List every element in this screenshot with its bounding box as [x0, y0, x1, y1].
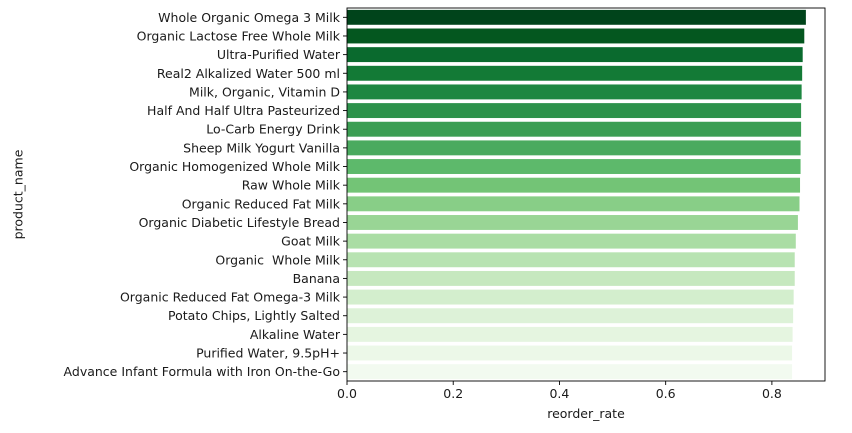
- bar: [347, 215, 798, 230]
- y-tick-label: Organic Reduced Fat Omega-3 Milk: [120, 290, 341, 305]
- bar: [347, 177, 801, 193]
- y-tick-label: Organic Lactose Free Whole Milk: [137, 28, 341, 43]
- y-tick-label: Goat Milk: [281, 234, 341, 249]
- y-tick-label: Organic Whole Milk: [215, 252, 340, 267]
- x-axis-label: reorder_rate: [547, 406, 625, 421]
- bar: [347, 159, 801, 174]
- y-tick-label: Alkaline Water: [250, 327, 341, 342]
- bar: [347, 103, 802, 119]
- y-tick-label: Organic Reduced Fat Milk: [182, 196, 341, 211]
- bar: [347, 28, 805, 44]
- x-ticks: 0.0 0.2 0.4 0.6 0.8: [337, 381, 782, 401]
- axes-frame: [346, 7, 826, 382]
- bar: [347, 196, 800, 212]
- y-tick-label: Purified Water, 9.5pH+: [196, 346, 340, 361]
- bar: [347, 47, 803, 63]
- bar: [347, 121, 802, 137]
- y-tick-label: Advance Infant Formula with Iron On-the-…: [64, 364, 340, 379]
- bar: [347, 308, 794, 324]
- y-tick-labels: Whole Organic Omega 3 Milk Organic Lactos…: [64, 10, 347, 379]
- x-tick-label: 0.6: [656, 386, 676, 401]
- bar: [347, 65, 803, 81]
- y-tick-label: Milk, Organic, Vitamin D: [189, 84, 340, 99]
- bar: [347, 326, 793, 342]
- bar: [347, 270, 795, 286]
- bar: [347, 252, 795, 268]
- x-tick-label: 0.2: [443, 386, 463, 401]
- y-tick-label: Organic Homogenized Whole Milk: [129, 159, 340, 174]
- y-tick-label: Real2 Alkalized Water 500 ml: [157, 66, 340, 81]
- y-tick-label: Potato Chips, Lightly Salted: [168, 308, 340, 323]
- bars-layer: [347, 9, 806, 380]
- y-tick-label: Half And Half Ultra Pasteurized: [147, 103, 340, 118]
- y-tick-label: Lo-Carb Energy Drink: [206, 122, 340, 137]
- bar: [347, 140, 801, 156]
- bar: [347, 233, 796, 249]
- bar: [347, 9, 806, 25]
- y-tick-label: Raw Whole Milk: [242, 178, 341, 193]
- bar: [347, 345, 793, 361]
- y-axis-label: product_name: [11, 149, 26, 239]
- y-tick-label: Ultra-Purified Water: [217, 47, 341, 62]
- y-tick-label: Organic Diabetic Lifestyle Bread: [139, 215, 340, 230]
- x-tick-label: 0.4: [549, 386, 569, 401]
- bar: [347, 289, 794, 305]
- x-tick-label: 0.8: [762, 386, 782, 401]
- bar: [347, 84, 802, 100]
- bar: [347, 364, 793, 380]
- y-tick-label: Whole Organic Omega 3 Milk: [158, 10, 341, 25]
- y-tick-label: Banana: [293, 271, 340, 286]
- y-tick-label: Sheep Milk Yogurt Vanilla: [183, 140, 340, 155]
- x-tick-label: 0.0: [337, 386, 357, 401]
